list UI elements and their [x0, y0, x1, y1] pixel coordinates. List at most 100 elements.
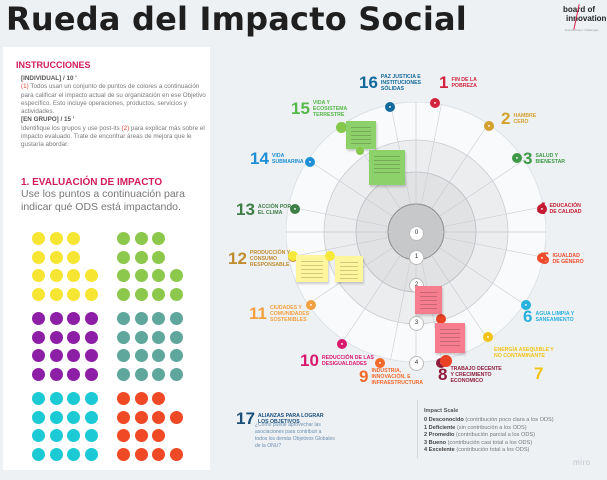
voting-dot[interactable]: [117, 250, 130, 264]
voting-dot[interactable]: [152, 232, 166, 245]
sticky-note[interactable]: [346, 121, 376, 149]
voting-dot[interactable]: [117, 288, 130, 302]
voting-dot[interactable]: [152, 330, 166, 344]
voting-dot[interactable]: [134, 429, 148, 443]
voting-dot[interactable]: [170, 349, 184, 363]
voting-dot[interactable]: [85, 269, 99, 283]
goal-6[interactable]: 6 AGUA LIMPIA Y SANEAMIENTO: [523, 308, 574, 326]
goal-3[interactable]: 3 SALUD Y BIENESTAR: [523, 150, 565, 168]
voting-dot[interactable]: [32, 429, 45, 443]
voting-dot[interactable]: [152, 349, 166, 363]
voting-dot[interactable]: [134, 232, 148, 245]
voting-dot[interactable]: [85, 368, 99, 382]
voting-dot[interactable]: [32, 368, 45, 382]
voting-dot[interactable]: [170, 448, 184, 462]
voting-dot[interactable]: [67, 269, 81, 283]
voting-dot[interactable]: [170, 288, 184, 302]
voting-dot[interactable]: [440, 355, 452, 367]
voting-dot[interactable]: [85, 429, 99, 443]
voting-dot[interactable]: [85, 349, 99, 363]
voting-dot[interactable]: [85, 448, 99, 462]
voting-dot[interactable]: [117, 448, 130, 462]
voting-dot[interactable]: [85, 330, 99, 344]
voting-dot[interactable]: [67, 410, 81, 424]
voting-dot[interactable]: [170, 312, 184, 325]
goal-16[interactable]: 16 PAZ JUSTICIA E INSTITUCIONES SÓLIDAS: [359, 74, 421, 93]
voting-dot[interactable]: [152, 288, 166, 302]
goal-12[interactable]: 12 PRODUCCIÓN Y CONSUMO RESPONSABLE: [228, 250, 290, 269]
voting-dot[interactable]: [134, 330, 148, 344]
voting-dot[interactable]: [32, 392, 45, 405]
sticky-note[interactable]: [435, 323, 465, 353]
voting-dot[interactable]: [134, 410, 148, 424]
voting-dot[interactable]: [32, 410, 45, 424]
voting-dot[interactable]: [117, 232, 130, 245]
voting-dot[interactable]: [134, 269, 148, 283]
voting-dot[interactable]: [117, 330, 130, 344]
voting-dot[interactable]: [170, 368, 184, 382]
voting-dot[interactable]: [49, 392, 63, 405]
voting-dot[interactable]: [117, 410, 130, 424]
voting-dot[interactable]: [170, 410, 184, 424]
goal-15[interactable]: 15 VIDA Y ECOSISTEMA TERRESTRE: [291, 100, 347, 119]
voting-dot[interactable]: [436, 314, 446, 324]
voting-dot[interactable]: [49, 288, 63, 302]
voting-dot[interactable]: [325, 251, 335, 261]
voting-dot[interactable]: [49, 312, 63, 325]
voting-dot[interactable]: [152, 312, 166, 325]
voting-dot[interactable]: [49, 429, 63, 443]
sticky-note[interactable]: [369, 150, 405, 185]
voting-dot[interactable]: [170, 269, 184, 283]
voting-dot[interactable]: [32, 250, 45, 264]
voting-dot[interactable]: [117, 312, 130, 325]
voting-dot[interactable]: [49, 330, 63, 344]
voting-dot[interactable]: [336, 122, 347, 133]
voting-dot[interactable]: [49, 410, 63, 424]
voting-dot[interactable]: [67, 232, 81, 245]
voting-dot[interactable]: [117, 368, 130, 382]
voting-dot[interactable]: [288, 251, 298, 261]
voting-dot[interactable]: [49, 250, 63, 264]
goal-7[interactable]: ENERGÍA ASEQUIBLE Y NO CONTAMINANTE 7: [494, 344, 554, 382]
voting-dot[interactable]: [152, 368, 166, 382]
voting-dot[interactable]: [32, 330, 45, 344]
voting-dot[interactable]: [134, 368, 148, 382]
voting-dot[interactable]: [152, 392, 166, 405]
voting-dot[interactable]: [152, 429, 166, 443]
voting-dot[interactable]: [49, 448, 63, 462]
voting-dot[interactable]: [49, 349, 63, 363]
voting-dot[interactable]: [134, 288, 148, 302]
voting-dot[interactable]: [85, 312, 99, 325]
goal-13[interactable]: 13 ACCIÓN POR EL CLIMA: [236, 201, 291, 219]
sticky-note[interactable]: [296, 255, 328, 282]
voting-dot[interactable]: [49, 269, 63, 283]
voting-dot[interactable]: [134, 250, 148, 264]
voting-dot[interactable]: [152, 448, 166, 462]
voting-dot[interactable]: [152, 250, 166, 264]
voting-dot[interactable]: [67, 330, 81, 344]
sticky-note[interactable]: [415, 286, 442, 314]
voting-dot[interactable]: [117, 349, 130, 363]
goal-10[interactable]: 10 REDUCCIÓN DE LAS DESIGUALDADES: [300, 352, 374, 370]
voting-dot[interactable]: [134, 448, 148, 462]
voting-dot[interactable]: [134, 392, 148, 405]
goal-8[interactable]: 8 TRABAJO DECENTE Y CRECIMIENTO ECONOMICO: [438, 366, 502, 385]
voting-dot[interactable]: [32, 448, 45, 462]
voting-dot[interactable]: [85, 288, 99, 302]
voting-dot[interactable]: [32, 349, 45, 363]
voting-dot[interactable]: [85, 410, 99, 424]
voting-dot[interactable]: [117, 429, 130, 443]
voting-dot[interactable]: [67, 368, 81, 382]
voting-dot[interactable]: [117, 269, 130, 283]
voting-dot[interactable]: [134, 349, 148, 363]
voting-dot[interactable]: [67, 288, 81, 302]
goal-2[interactable]: 2 HAMBRE CERO: [501, 110, 536, 128]
goal-9[interactable]: 9 INDUSTRIA, INNOVACIÓN, E INFRAESTRUCTURA: [359, 368, 423, 387]
goal-1[interactable]: 1 FIN DE LA POBREZA: [439, 74, 477, 92]
voting-dot[interactable]: [32, 232, 45, 245]
sticky-note[interactable]: [335, 256, 363, 282]
voting-dot[interactable]: [67, 312, 81, 325]
voting-dot[interactable]: [152, 410, 166, 424]
voting-dot[interactable]: [67, 429, 81, 443]
voting-dot[interactable]: [32, 288, 45, 302]
